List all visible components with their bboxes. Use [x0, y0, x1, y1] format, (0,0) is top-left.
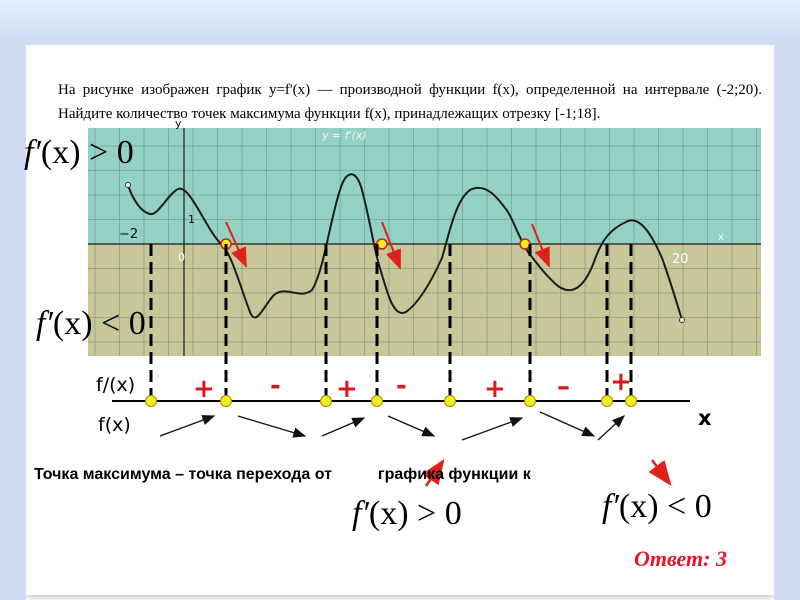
derivative-row-label: f/(x) [96, 374, 136, 396]
dashed-guides [149, 244, 633, 401]
formula-positive-top: f′(x) > 0 [24, 134, 134, 171]
curve-start-point [125, 182, 131, 188]
background-right [774, 45, 800, 600]
sign-2: - [270, 371, 281, 401]
sign-axis-label: x [698, 406, 712, 430]
increase-arrow-1 [159, 415, 216, 437]
sign-7: + [610, 367, 632, 397]
sign-6: – [557, 372, 570, 402]
red-arrow-1 [225, 221, 247, 268]
answer-text: Ответ: 3 [634, 546, 727, 571]
conclusion-text: Точка максимума – точка перехода от графи… [34, 466, 531, 484]
formula-negative-mid: f′(x) < 0 [36, 305, 146, 342]
increase-arrow-4 [597, 415, 625, 441]
decrease-arrow-2 [387, 415, 436, 437]
up-arrow-icon [422, 458, 445, 487]
conclusion-part-2: графика функции к [377, 466, 531, 483]
background-band [0, 0, 800, 45]
sign-axis-points [145, 395, 637, 407]
conclusion-part-1: Точка максимума – точка перехода от [34, 466, 332, 483]
x-end-label: 20 [672, 252, 689, 267]
background-left [0, 45, 26, 600]
problem-statement: На рисунке изображен график y=f'(x) — пр… [58, 82, 762, 122]
function-label: y = f'(x) [321, 129, 367, 142]
down-arrow-icon [648, 459, 672, 486]
curve-end-point [679, 317, 685, 323]
formula-negative-bottom: f′(x) < 0 [602, 488, 712, 525]
increase-arrow-2 [321, 417, 366, 437]
decrease-arrow-1 [237, 415, 307, 438]
sign-3: + [336, 374, 358, 404]
monotonic-arrows [159, 411, 625, 441]
graph-y-axis-label: y [175, 117, 182, 130]
function-row-label: f(x) [98, 414, 131, 436]
y-tick-label: 1 [188, 213, 195, 226]
red-arrow-2 [381, 221, 401, 270]
x-start-label: −2 [119, 227, 138, 242]
formula-positive-bottom: f′(x) > 0 [352, 495, 462, 532]
increase-arrow-3 [461, 417, 524, 441]
positive-region [88, 128, 761, 244]
red-arrow-3 [531, 223, 550, 268]
origin-label: 0 [178, 251, 185, 264]
sign-marks: + - + - + – + [193, 367, 632, 404]
graph-x-axis-label: x [718, 232, 724, 243]
sign-1: + [193, 374, 215, 404]
negative-region [88, 244, 761, 356]
sign-4: - [396, 371, 407, 401]
sign-5: + [484, 374, 506, 404]
decrease-arrow-3 [539, 411, 596, 437]
